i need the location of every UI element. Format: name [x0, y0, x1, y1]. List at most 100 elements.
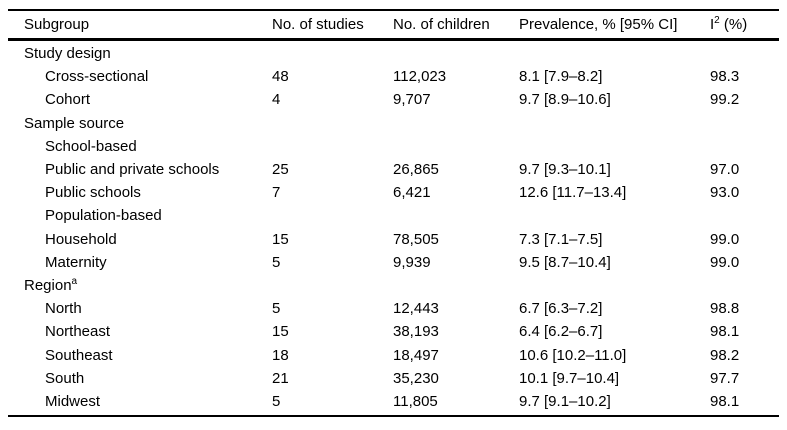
cell-no-of-children: 112,023 [393, 68, 447, 86]
cell-prevalence: 6.7 [6.3–7.2] [519, 300, 603, 318]
col-header-prevalence: Prevalence, % [95% CI] [519, 16, 710, 33]
cell-i-squared: 98.1 [710, 323, 740, 341]
cell-i-squared: 98.3 [710, 68, 740, 86]
table-row: South 21 35,230 10.1 [9.7–10.4] 97.7 [8, 367, 779, 390]
cell-no-of-studies: 21 [272, 369, 289, 387]
cell-subgroup-label: Northeast [8, 323, 272, 340]
table-row: Public schools 7 6,421 12.6 [11.7–13.4] … [8, 181, 779, 204]
i-squared-superscript: 2 [714, 16, 720, 26]
col-header-no-of-studies: No. of studies [272, 16, 393, 33]
cell-subgroup-label: Cohort [8, 91, 272, 108]
table-row: North 5 12,443 6.7 [6.3–7.2] 98.8 [8, 297, 779, 320]
table-row: Regiona [8, 274, 779, 297]
cell-i-squared: 99.0 [710, 230, 740, 248]
cell-prevalence: 9.7 [8.9–10.6] [519, 91, 611, 109]
table-row: Cohort 4 9,707 9.7 [8.9–10.6] 99.2 [8, 88, 779, 111]
cell-no-of-studies: 48 [272, 68, 289, 86]
cell-no-of-children: 9,707 [393, 91, 431, 109]
table-row: Cross-sectional 48 112,023 8.1 [7.9–8.2]… [8, 65, 779, 88]
col-header-i-squared-text: I [710, 16, 715, 33]
cell-prevalence: 10.6 [10.2–11.0] [519, 346, 627, 364]
table-row: Study design [8, 42, 779, 65]
row-label: Cohort [45, 91, 91, 109]
cell-no-of-children: 18,497 [393, 346, 439, 364]
row-label: Southeast [45, 346, 113, 364]
row-label: Study design [24, 45, 111, 63]
table-row: Midwest 5 11,805 9.7 [9.1–10.2] 98.1 [8, 390, 779, 413]
cell-subgroup-label: North [8, 300, 272, 317]
table-row: Public and private schools 25 26,865 9.7… [8, 158, 779, 181]
row-label: Public and private schools [45, 161, 220, 179]
cell-no-of-children: 12,443 [393, 300, 439, 318]
col-header-prevalence-text: Prevalence, % [95% CI] [519, 16, 678, 33]
table-row: Southeast 18 18,497 10.6 [10.2–11.0] 98.… [8, 343, 779, 366]
cell-no-of-studies: 5 [272, 392, 281, 410]
cell-subgroup-label: Household [8, 231, 272, 248]
col-header-no-of-children: No. of children [393, 16, 519, 33]
cell-i-squared: 97.0 [710, 161, 740, 179]
row-label: Cross-sectional [45, 68, 149, 86]
cell-subgroup-label: Midwest [8, 393, 272, 410]
cell-prevalence: 7.3 [7.1–7.5] [519, 230, 603, 248]
cell-prevalence: 6.4 [6.2–6.7] [519, 323, 603, 341]
table-row: Maternity 5 9,939 9.5 [8.7–10.4] 99.0 [8, 251, 779, 274]
row-label: School-based [45, 137, 137, 155]
table-row: Population-based [8, 204, 779, 227]
table-header-row: Subgroup No. of studies No. of children … [8, 9, 779, 41]
cell-i-squared: 99.2 [710, 91, 740, 109]
table-row: School-based [8, 135, 779, 158]
col-header-subgroup: Subgroup [8, 16, 272, 33]
cell-subgroup-label: School-based [8, 138, 272, 155]
cell-no-of-studies: 18 [272, 346, 289, 364]
row-label-superscript: a [71, 276, 78, 287]
row-label: Maternity [45, 253, 107, 271]
cell-i-squared: 97.7 [710, 369, 740, 387]
cell-subgroup-label: Cross-sectional [8, 68, 272, 85]
col-header-i-squared: I2 (%) [710, 16, 748, 33]
cell-no-of-children: 78,505 [393, 230, 439, 248]
cell-i-squared: 98.1 [710, 392, 740, 410]
cell-no-of-children: 11,805 [393, 392, 438, 410]
cell-no-of-children: 26,865 [393, 161, 439, 179]
cell-subgroup-label: South [8, 370, 272, 387]
row-label: Population-based [45, 207, 162, 225]
cell-no-of-studies: 5 [272, 253, 281, 271]
cell-subgroup-label: Public and private schools [8, 161, 272, 178]
cell-i-squared: 93.0 [710, 184, 740, 202]
cell-no-of-children: 9,939 [393, 253, 431, 271]
cell-prevalence: 9.5 [8.7–10.4] [519, 253, 611, 271]
cell-i-squared: 98.8 [710, 300, 740, 318]
cell-prevalence: 9.7 [9.1–10.2] [519, 392, 611, 410]
cell-no-of-studies: 15 [272, 323, 289, 341]
table-row: Northeast 15 38,193 6.4 [6.2–6.7] 98.1 [8, 320, 779, 343]
subgroup-table: Subgroup No. of studies No. of children … [8, 9, 779, 417]
cell-no-of-studies: 25 [272, 161, 289, 179]
cell-i-squared: 99.0 [710, 253, 740, 271]
col-header-no-of-studies-text: No. of studies [272, 16, 364, 33]
cell-subgroup-label: Study design [8, 45, 272, 62]
cell-prevalence: 10.1 [9.7–10.4] [519, 369, 620, 387]
cell-subgroup-label: Population-based [8, 207, 272, 224]
row-label: South [45, 369, 85, 387]
cell-no-of-studies: 5 [272, 300, 281, 318]
row-label: Household [45, 230, 117, 248]
row-label: North [45, 300, 82, 318]
table-row: Sample source [8, 112, 779, 135]
cell-no-of-studies: 4 [272, 91, 281, 109]
cell-subgroup-label: Maternity [8, 254, 272, 271]
row-label: Region [24, 276, 72, 294]
cell-subgroup-label: Public schools [8, 184, 272, 201]
cell-no-of-children: 6,421 [393, 184, 431, 202]
cell-subgroup-label: Southeast [8, 347, 272, 364]
cell-i-squared: 98.2 [710, 346, 740, 364]
cell-no-of-children: 38,193 [393, 323, 439, 341]
cell-no-of-children: 35,230 [393, 369, 439, 387]
cell-prevalence: 8.1 [7.9–8.2] [519, 68, 603, 86]
col-header-no-of-children-text: No. of children [393, 16, 490, 33]
cell-subgroup-label: Regiona [8, 277, 272, 294]
cell-prevalence: 12.6 [11.7–13.4] [519, 184, 627, 202]
table-row: Household 15 78,505 7.3 [7.1–7.5] 99.0 [8, 228, 779, 251]
col-header-subgroup-text: Subgroup [24, 16, 90, 33]
cell-no-of-studies: 15 [272, 230, 289, 248]
cell-subgroup-label: Sample source [8, 115, 272, 132]
